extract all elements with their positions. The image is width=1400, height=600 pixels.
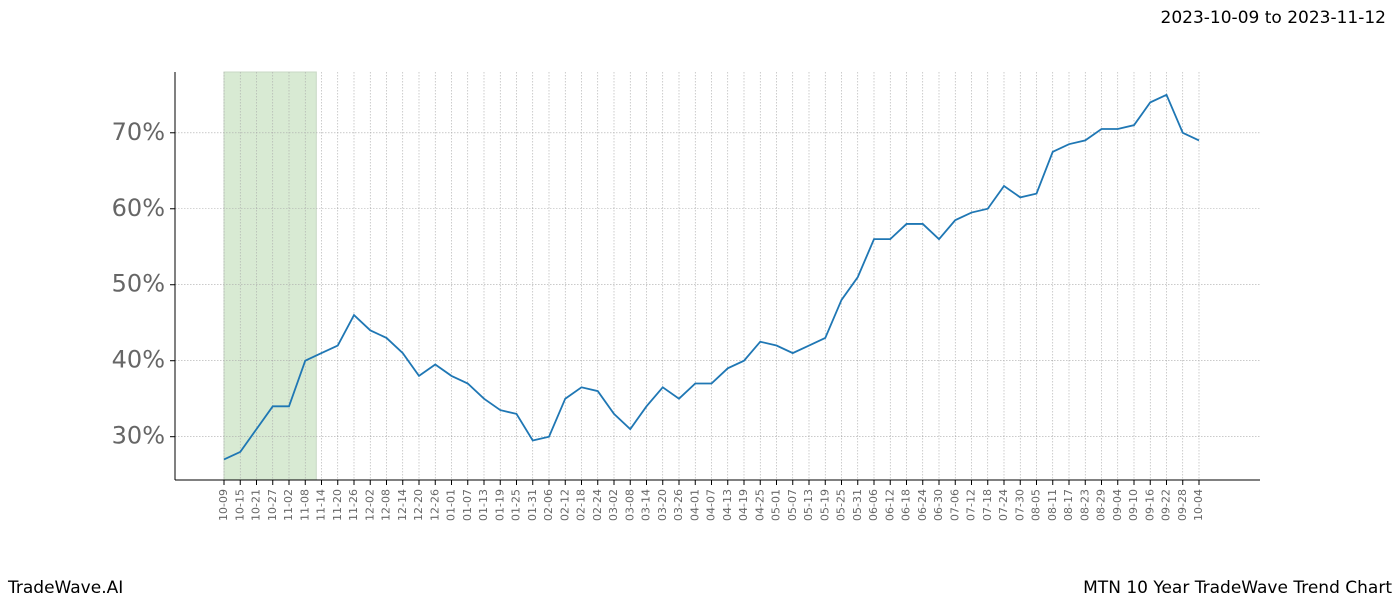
x-tick-label: 09-16 [1143,489,1156,521]
x-tick-label: 08-05 [1030,489,1043,521]
x-tick-label: 04-25 [753,489,766,521]
x-tick-label: 12-14 [396,489,409,521]
x-tick-label: 08-17 [1062,489,1075,521]
x-tick-label: 02-18 [575,489,588,521]
x-tick-label: 03-02 [607,489,620,521]
x-tick-label: 01-01 [445,489,458,521]
x-tick-label: 09-28 [1176,489,1189,521]
y-tick-label: 40% [112,346,165,374]
x-tick-label: 03-14 [640,489,653,521]
x-tick-label: 02-12 [558,489,571,521]
x-tick-label: 11-14 [315,489,328,521]
x-tick-label: 07-30 [1013,489,1026,521]
y-tick-label: 60% [112,194,165,222]
x-tick-label: 05-13 [802,489,815,521]
x-tick-label: 02-06 [542,489,555,521]
date-range: 2023-10-09 to 2023-11-12 [1161,8,1386,28]
x-tick-label: 01-31 [526,489,539,521]
x-tick-label: 02-24 [591,489,604,521]
x-tick-label: 10-27 [266,489,279,521]
x-tick-label: 11-02 [282,489,295,521]
chart-title: MTN 10 Year TradeWave Trend Chart [1083,578,1392,598]
y-tick-label: 70% [112,118,165,146]
x-tick-label: 07-18 [981,489,994,521]
x-tick-label: 07-06 [948,489,961,521]
x-tick-label: 06-30 [932,489,945,521]
x-tick-label: 11-08 [298,489,311,521]
x-tick-label: 10-21 [250,489,263,521]
x-tick-label: 04-19 [737,489,750,521]
x-tick-label: 01-25 [510,489,523,521]
x-tick-label: 08-11 [1046,489,1059,521]
x-tick-label: 07-12 [965,489,978,521]
x-tick-label: 06-24 [916,489,929,521]
x-tick-label: 03-26 [672,489,685,521]
x-tick-label: 06-18 [900,489,913,521]
x-tick-label: 03-08 [623,489,636,521]
x-tick-label: 01-13 [477,489,490,521]
y-tick-label: 50% [112,270,165,298]
x-tick-label: 11-20 [331,489,344,521]
x-tick-label: 11-26 [347,489,360,521]
x-tick-label: 09-10 [1127,489,1140,521]
x-tick-label: 03-20 [656,489,669,521]
x-tick-label: 06-06 [867,489,880,521]
x-tick-label: 09-04 [1111,489,1124,521]
x-tick-label: 10-04 [1192,489,1205,521]
highlight-band [223,71,317,481]
x-tick-label: 06-12 [883,489,896,521]
x-tick-label: 12-02 [363,489,376,521]
x-tick-label: 10-15 [233,489,246,521]
x-tick-label: 08-23 [1078,489,1091,521]
x-tick-label: 12-20 [412,489,425,521]
x-tick-label: 12-08 [380,489,393,521]
x-tick-label: 05-31 [851,489,864,521]
x-tick-label: 04-01 [688,489,701,521]
x-tick-label: 04-13 [721,489,734,521]
x-tick-label: 05-07 [786,489,799,521]
x-tick-label: 05-01 [770,489,783,521]
brand: TradeWave.AI [7,578,123,598]
x-tick-label: 10-09 [217,489,230,521]
x-tick-label: 05-25 [835,489,848,521]
x-tick-label: 12-26 [428,489,441,521]
x-tick-label: 04-07 [705,489,718,521]
line-series [223,93,1200,461]
x-tick-label: 01-19 [493,489,506,521]
x-tick-label: 07-24 [997,489,1010,521]
y-tick-label: 30% [112,422,165,450]
x-tick-label: 01-07 [461,489,474,521]
x-tick-label: 09-22 [1160,489,1173,521]
x-tick-label: 08-29 [1095,489,1108,521]
x-tick-label: 05-19 [818,489,831,521]
